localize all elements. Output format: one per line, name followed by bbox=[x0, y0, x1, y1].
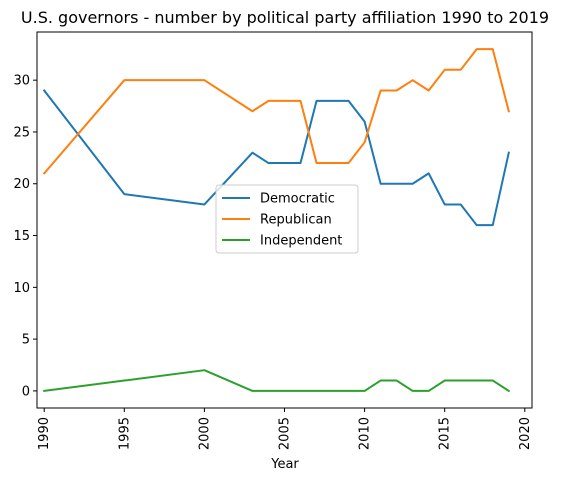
series-line-republican bbox=[42, 48, 510, 175]
x-axis-label: Year bbox=[270, 457, 299, 472]
chart-title: U.S. governors - number by political par… bbox=[21, 8, 549, 27]
x-tick-label: 1990 bbox=[37, 417, 52, 450]
y-tick-label: 25 bbox=[13, 125, 30, 140]
legend-box bbox=[215, 184, 359, 254]
x-tick-label: 2015 bbox=[438, 417, 453, 450]
x-tick-label: 2010 bbox=[358, 417, 373, 450]
plot-area: 1990 1995 2000 2005 2010 2015 2020 0 5 10 15 20 25 30 bbox=[13, 31, 533, 450]
legend-label-independent: Independent bbox=[260, 234, 342, 249]
x-tick-label: 2005 bbox=[278, 417, 293, 450]
y-tick-label: 5 bbox=[22, 333, 30, 348]
series-line-independent bbox=[43, 369, 511, 393]
x-tick-label: 2020 bbox=[518, 417, 533, 450]
legend: Democratic Republican Independent bbox=[215, 184, 359, 254]
x-tick-label: 1995 bbox=[117, 417, 132, 450]
legend-label-democratic: Democratic bbox=[260, 192, 335, 207]
y-tick-label: 20 bbox=[13, 177, 30, 192]
series-line-democratic bbox=[42, 89, 510, 227]
x-tick-label: 2000 bbox=[197, 417, 212, 450]
y-tick-label: 0 bbox=[22, 384, 30, 399]
legend-label-republican: Republican bbox=[260, 213, 332, 228]
y-tick-label: 30 bbox=[13, 74, 30, 89]
y-tick-label: 15 bbox=[13, 229, 30, 244]
y-tick-label: 10 bbox=[13, 281, 30, 296]
